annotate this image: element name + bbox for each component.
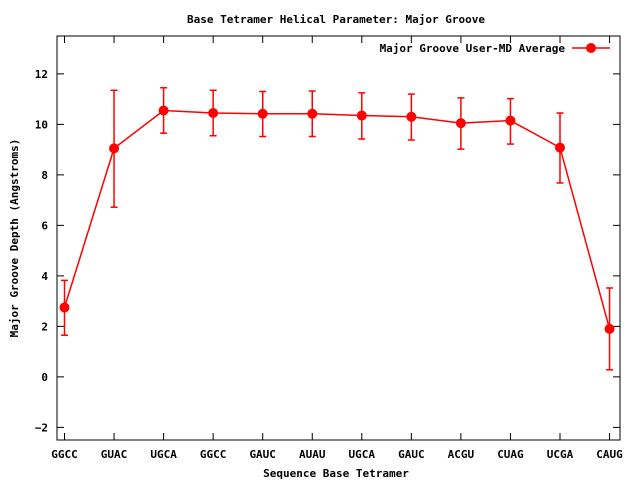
y-tick-label: 2 [41,320,48,333]
series-layer [59,87,615,371]
y-tick-label: 8 [41,169,48,182]
x-tick-label: GUAC [101,448,128,461]
y-tick-label: 12 [35,68,48,81]
data-point [208,108,219,119]
plot-frame [56,35,621,441]
data-point [356,110,367,121]
x-tick-label: GGCC [51,448,78,461]
x-tick-label: UGCA [150,448,177,461]
y-tick-label: 10 [35,118,48,131]
legend-marker-swatch [586,43,596,53]
x-axis: GGCC GUAC UGCA GGCC GAUC AUAU UGCA GAUC ACGU CUAG… [51,36,623,461]
data-point [59,302,70,313]
y-tick-label: 0 [41,371,48,384]
x-tick-label: UGCA [349,448,376,461]
x-tick-label: UCGA [547,448,574,461]
x-axis-label: Sequence Base Tetramer [263,467,409,480]
legend: Major Groove User-MD Average [380,42,610,55]
data-point [604,323,615,334]
data-point [455,118,466,129]
data-point [505,115,516,126]
y-axis: −2 0 2 4 6 8 10 12 [35,68,620,434]
data-point [257,108,268,119]
x-tick-label: GAUC [249,448,276,461]
legend-label: Major Groove User-MD Average [380,42,566,55]
y-axis-label: Major Groove Depth (Angstroms) [8,139,21,338]
data-point [307,108,318,119]
chart-title: Base Tetramer Helical Parameter: Major G… [187,13,485,26]
x-tick-label: CUAG [497,448,524,461]
x-tick-label: GAUC [398,448,425,461]
x-tick-label: AUAU [299,448,326,461]
data-point [406,111,417,122]
y-tick-label: 6 [41,219,48,232]
y-tick-label: −2 [35,421,48,434]
data-point [158,105,169,116]
x-tick-label: ACGU [448,448,475,461]
y-tick-label: 4 [41,270,48,283]
data-point [555,142,565,153]
x-tick-label: GGCC [200,448,227,461]
series-line [63,109,611,330]
x-tick-label: CAUG [596,448,623,461]
data-point [109,143,120,154]
